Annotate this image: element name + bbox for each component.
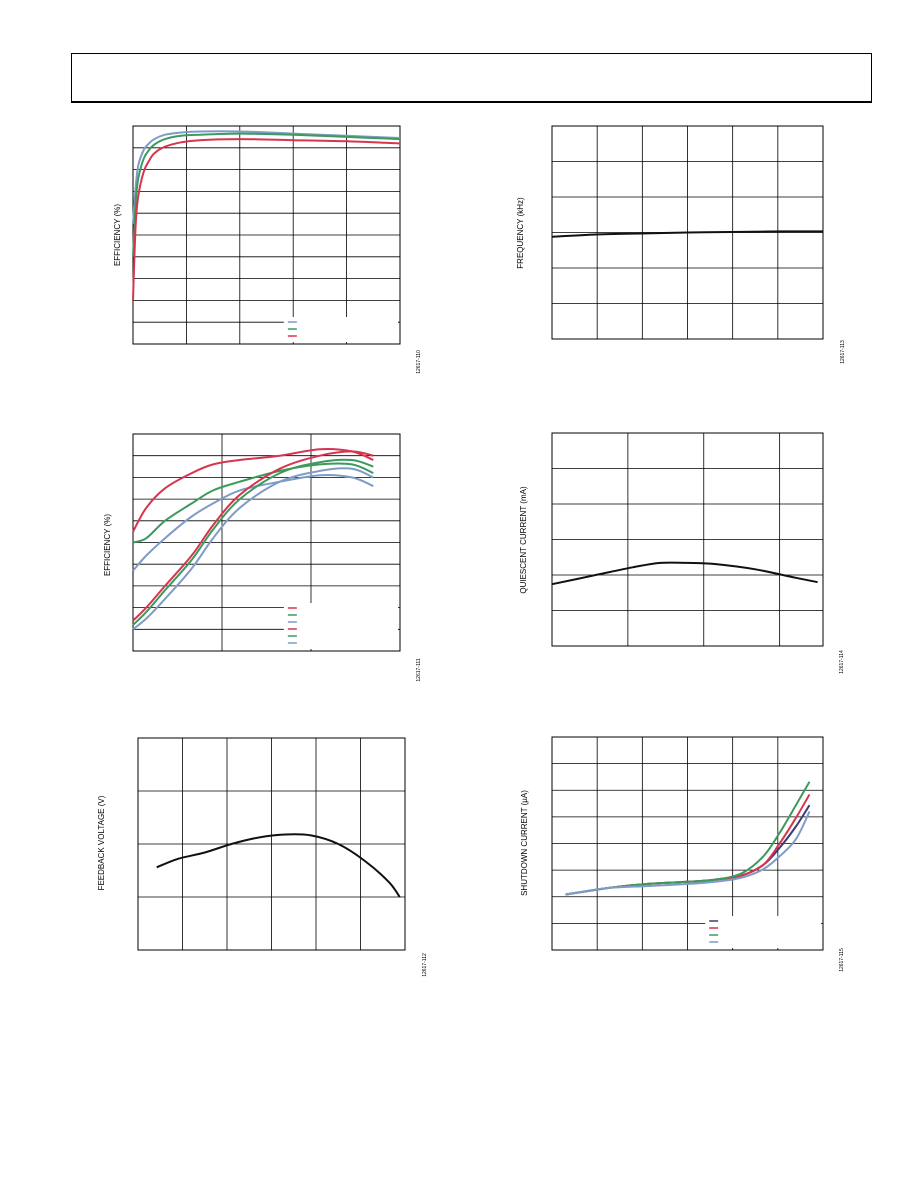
legend: [283, 603, 398, 649]
figure-id: 12617-114: [839, 650, 845, 674]
plot-frame: [551, 736, 824, 951]
grid: [137, 737, 406, 951]
y-axis-label: FEEDBACK VOLTAGE (V): [97, 795, 106, 890]
y-axis-label: EFFICIENCY (%): [103, 514, 112, 576]
series-line-0: [551, 230, 823, 238]
series-line-0: [132, 447, 374, 533]
series-line-3: [132, 450, 374, 622]
legend-background: [283, 317, 398, 342]
grid: [551, 736, 824, 951]
legend: [283, 317, 398, 342]
plot-frame: [551, 432, 824, 647]
series-line-4: [132, 458, 374, 626]
series-line-1: [132, 132, 401, 257]
series-line-2: [132, 473, 374, 572]
plot-frame: [551, 125, 824, 340]
series-line-2: [132, 138, 401, 301]
figure-id: 12617-111: [416, 658, 422, 681]
y-axis-label: FREQUENCY (kHz): [516, 197, 525, 269]
series-line-3: [565, 811, 811, 896]
series-line-0: [156, 833, 401, 898]
series-line-5: [132, 467, 374, 631]
series-line-2: [565, 781, 811, 896]
legend: [705, 916, 821, 948]
figure-id: 12617-110: [416, 350, 422, 374]
series-line-0: [551, 561, 818, 586]
legend-background: [705, 916, 821, 948]
grid: [551, 125, 824, 340]
figure-id: 12617-112: [422, 953, 428, 977]
series-line-0: [132, 130, 401, 225]
legend-background: [283, 603, 398, 649]
plot-frame: [137, 737, 406, 951]
figure-id: 12617-113: [840, 340, 846, 364]
page-header-box: [71, 53, 872, 103]
grid: [132, 125, 401, 345]
y-axis-label: QUIESCENT CURRENT (mA): [519, 486, 528, 594]
grid: [551, 432, 824, 647]
y-axis-label: SHUTDOWN CURRENT (µA): [520, 790, 529, 896]
series-line-1: [132, 462, 374, 544]
figure-id: 12617-115: [839, 948, 845, 972]
y-axis-label: EFFICIENCY (%): [113, 204, 122, 266]
